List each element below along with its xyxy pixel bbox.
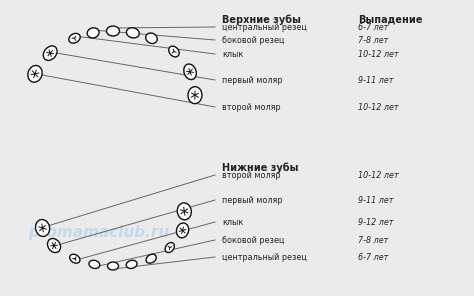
Text: второй моляр: второй моляр <box>222 102 281 112</box>
Ellipse shape <box>108 262 118 270</box>
Text: 9-11 лет: 9-11 лет <box>358 75 393 84</box>
Ellipse shape <box>47 239 61 252</box>
Ellipse shape <box>107 26 119 36</box>
Text: 6-7 лет: 6-7 лет <box>358 252 388 261</box>
Ellipse shape <box>184 64 196 80</box>
Ellipse shape <box>43 46 57 60</box>
Text: 10-12 лет: 10-12 лет <box>358 49 399 59</box>
Text: 10-12 лет: 10-12 лет <box>358 102 399 112</box>
Ellipse shape <box>188 87 202 104</box>
Ellipse shape <box>89 260 100 268</box>
Ellipse shape <box>70 254 80 263</box>
Ellipse shape <box>36 220 50 237</box>
Text: первый моляр: первый моляр <box>222 195 283 205</box>
Ellipse shape <box>177 203 191 220</box>
Text: Выпадение: Выпадение <box>358 14 422 24</box>
Text: 6-7 лет: 6-7 лет <box>358 22 388 31</box>
Text: 9-12 лет: 9-12 лет <box>358 218 393 226</box>
Text: 7-8 лет: 7-8 лет <box>358 36 388 44</box>
Text: центральный резец: центральный резец <box>222 22 307 31</box>
Text: 7-8 лет: 7-8 лет <box>358 236 388 244</box>
Text: Нижние зубы: Нижние зубы <box>222 162 298 173</box>
Ellipse shape <box>69 33 80 43</box>
Text: 9-11 лет: 9-11 лет <box>358 195 393 205</box>
Text: боковой резец: боковой резец <box>222 236 284 244</box>
Ellipse shape <box>87 28 99 38</box>
Text: promamaclub.ru: promamaclub.ru <box>28 224 169 239</box>
Ellipse shape <box>126 260 137 268</box>
Text: боковой резец: боковой резец <box>222 36 284 44</box>
Ellipse shape <box>146 254 156 263</box>
Text: центральный резец: центральный резец <box>222 252 307 261</box>
Text: первый моляр: первый моляр <box>222 75 283 84</box>
Text: 10-12 лет: 10-12 лет <box>358 170 399 179</box>
Ellipse shape <box>169 46 179 57</box>
Text: Верхние зубы: Верхние зубы <box>222 14 301 25</box>
Text: клык: клык <box>222 49 243 59</box>
Ellipse shape <box>28 65 42 82</box>
Text: второй моляр: второй моляр <box>222 170 281 179</box>
Ellipse shape <box>146 33 157 44</box>
Ellipse shape <box>176 223 189 238</box>
Text: клык: клык <box>222 218 243 226</box>
Ellipse shape <box>165 242 174 252</box>
Ellipse shape <box>127 28 139 38</box>
